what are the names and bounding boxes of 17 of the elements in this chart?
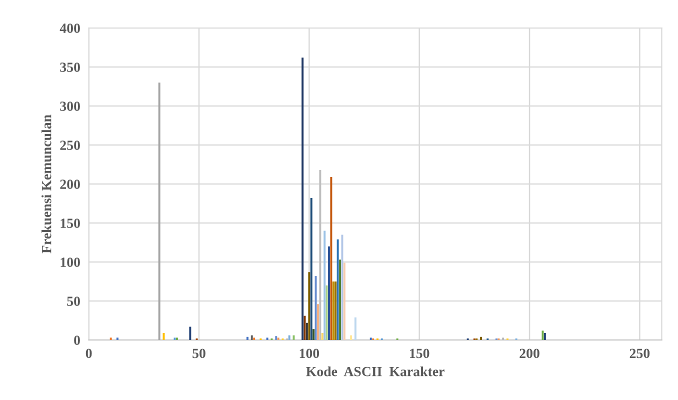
x-tick-label: 100 xyxy=(300,348,320,358)
y-tick-label: 200 xyxy=(60,180,80,189)
y-tick-label: 350 xyxy=(60,62,80,72)
y-tick-label: 150 xyxy=(60,218,80,228)
x-axis-title: Kode ASCII Karakter xyxy=(306,366,444,376)
x-tick-label: 0 xyxy=(86,348,92,358)
y-tick-label: 300 xyxy=(60,102,80,111)
x-tick-label: 250 xyxy=(630,348,650,358)
y-tick-label: 250 xyxy=(60,140,80,150)
x-tick-label: 50 xyxy=(192,348,206,358)
y-tick-label: 0 xyxy=(74,336,80,345)
x-tick-label: 150 xyxy=(410,348,430,358)
y-tick-label: 400 xyxy=(60,24,80,33)
y-axis-title: Frekuensi Kemunculan xyxy=(42,114,52,254)
y-tick-label: 50 xyxy=(67,296,80,306)
x-tick-label: 200 xyxy=(520,348,540,358)
y-tick-label: 100 xyxy=(60,258,80,267)
